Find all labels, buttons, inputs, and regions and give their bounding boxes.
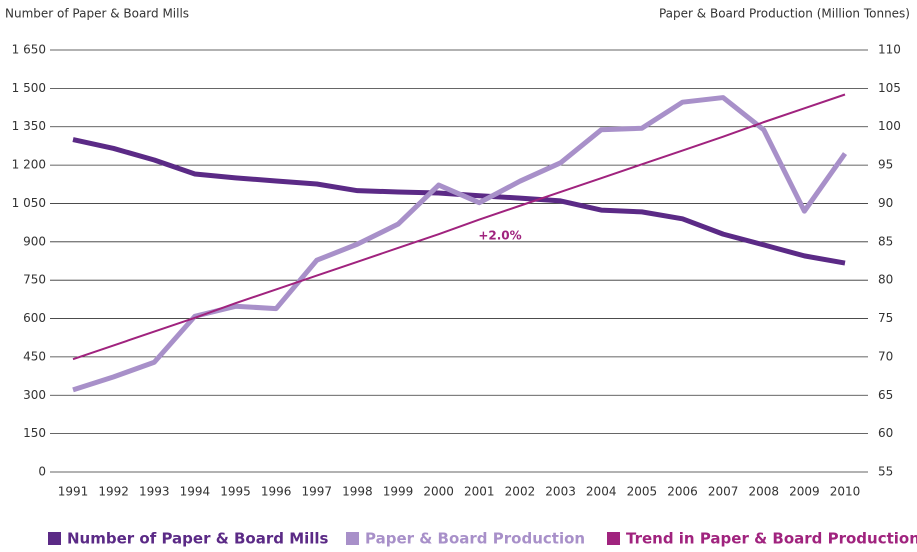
y2-tick-label: 80	[878, 273, 893, 287]
x-tick-label: 1992	[98, 485, 129, 499]
legend-label: Paper & Board Production	[365, 530, 585, 548]
series-line	[72, 93, 846, 361]
x-tick-label: 1993	[139, 485, 170, 499]
y-tick-label: 1 050	[12, 196, 46, 210]
x-tick-label: 1996	[261, 485, 292, 499]
y2-tick-label: 75	[878, 311, 893, 325]
x-tick-label: 2008	[748, 485, 779, 499]
legend-label: Trend in Paper & Board Production	[626, 530, 917, 548]
x-tick-label: 2010	[830, 485, 861, 499]
y-tick-label: 450	[23, 349, 46, 363]
x-tick-label: 2004	[586, 485, 617, 499]
x-tick-label: 2003	[545, 485, 576, 499]
legend-label: Number of Paper & Board Mills	[67, 530, 329, 548]
legend-swatch	[346, 532, 359, 545]
y2-tick-label: 95	[878, 158, 893, 172]
y2-tick-label: 85	[878, 234, 893, 248]
y2-tick-label: 90	[878, 196, 893, 210]
y-tick-label: 150	[23, 426, 46, 440]
x-tick-label: 1998	[342, 485, 373, 499]
y2-tick-label: 55	[878, 465, 893, 479]
y-tick-label: 1 650	[12, 43, 46, 57]
y2-tick-label: 100	[878, 119, 901, 133]
y-tick-label: 1 200	[12, 158, 46, 172]
y-tick-label: 600	[23, 311, 46, 325]
series-line	[72, 95, 848, 393]
x-tick-label: 1994	[180, 485, 211, 499]
x-tick-label: 2000	[423, 485, 454, 499]
annotation: +2.0%	[478, 229, 521, 243]
x-tick-label: 2007	[708, 485, 739, 499]
y2-tick-label: 70	[878, 349, 893, 363]
y-tick-label: 750	[23, 273, 46, 287]
y-tick-label: 0	[38, 465, 46, 479]
x-tick-label: 2009	[789, 485, 820, 499]
y-tick-label: 900	[23, 234, 46, 248]
x-tick-label: 1997	[302, 485, 333, 499]
y-tick-label: 1 500	[12, 81, 46, 95]
x-tick-label: 1995	[220, 485, 251, 499]
y2-tick-label: 105	[878, 81, 901, 95]
legend-swatch	[48, 532, 61, 545]
y-axis-title: Number of Paper & Board Mills	[5, 7, 189, 21]
y2-tick-label: 60	[878, 426, 893, 440]
y-tick-label: 1 350	[12, 119, 46, 133]
y2-tick-label: 65	[878, 388, 893, 402]
series-line	[72, 137, 846, 266]
x-tick-label: 2001	[464, 485, 495, 499]
y2-tick-label: 110	[878, 43, 901, 57]
x-tick-label: 1991	[58, 485, 89, 499]
y2-axis-title: Paper & Board Production (Million Tonnes…	[659, 7, 910, 21]
y-tick-label: 300	[23, 388, 46, 402]
x-tick-label: 2006	[667, 485, 698, 499]
x-tick-label: 2002	[505, 485, 536, 499]
x-tick-label: 1999	[383, 485, 414, 499]
x-tick-label: 2005	[627, 485, 658, 499]
legend-swatch	[607, 532, 620, 545]
